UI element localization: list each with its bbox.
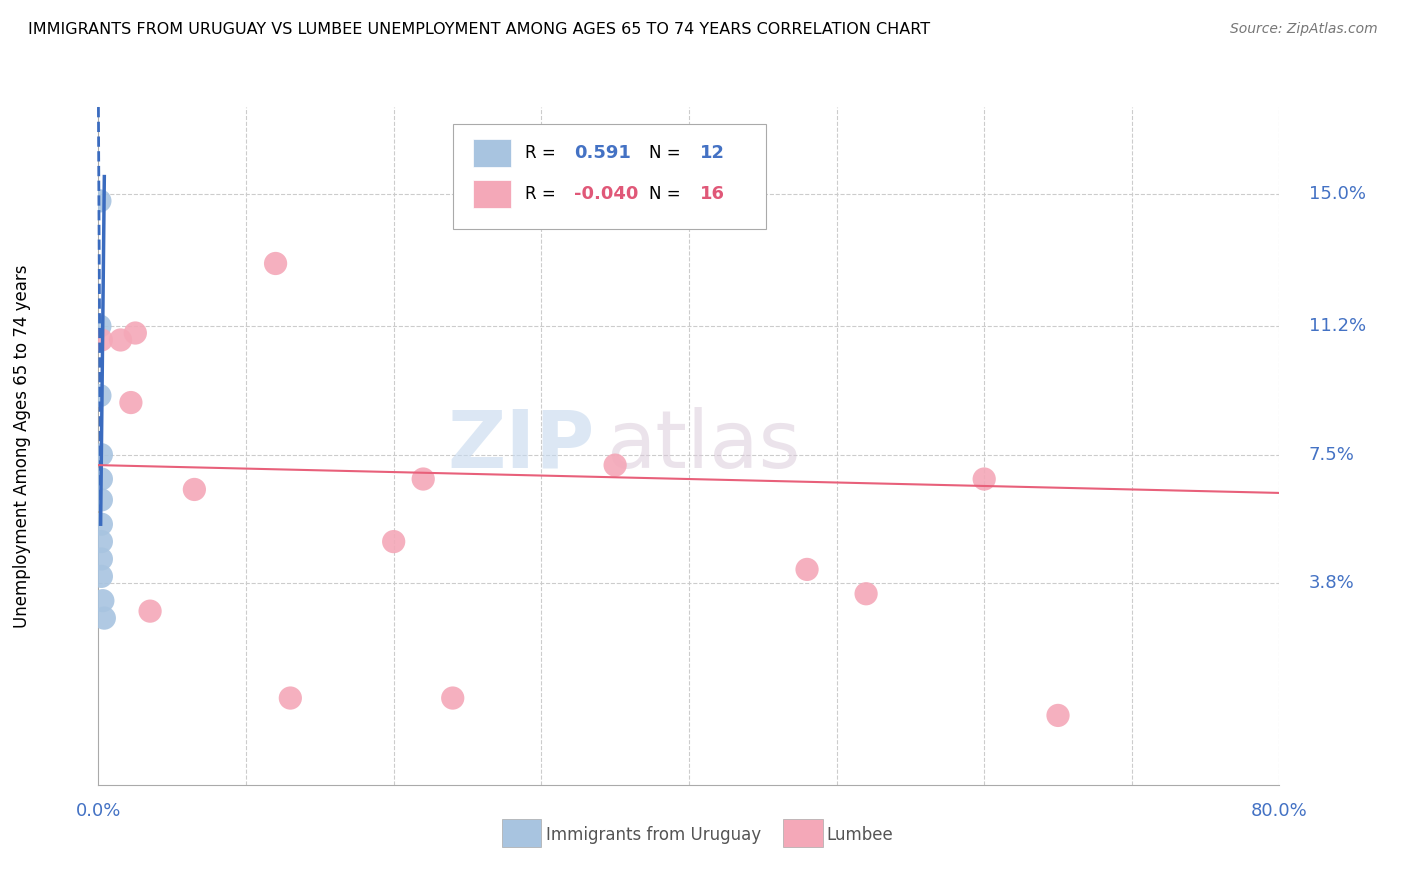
Text: ZIP: ZIP <box>447 407 595 485</box>
Text: Source: ZipAtlas.com: Source: ZipAtlas.com <box>1230 22 1378 37</box>
Point <box>90 333 112 347</box>
Text: -0.040: -0.040 <box>575 185 638 202</box>
Point <box>1046 708 1069 723</box>
Text: 0.591: 0.591 <box>575 145 631 162</box>
Text: N =: N = <box>648 145 681 162</box>
Point <box>93 611 115 625</box>
Text: IMMIGRANTS FROM URUGUAY VS LUMBEE UNEMPLOYMENT AMONG AGES 65 TO 74 YEARS CORRELA: IMMIGRANTS FROM URUGUAY VS LUMBEE UNEMPL… <box>28 22 931 37</box>
Point <box>973 472 995 486</box>
FancyBboxPatch shape <box>453 124 766 229</box>
Point <box>441 691 464 706</box>
Text: 16: 16 <box>700 185 724 202</box>
Point <box>183 483 205 497</box>
Point <box>91 593 114 607</box>
Text: 80.0%: 80.0% <box>1251 802 1308 821</box>
Text: 7.5%: 7.5% <box>1309 446 1355 464</box>
Text: 11.2%: 11.2% <box>1309 317 1367 335</box>
Bar <box>472 179 510 208</box>
Point <box>89 388 111 402</box>
Text: 3.8%: 3.8% <box>1309 574 1355 592</box>
Text: Unemployment Among Ages 65 to 74 years: Unemployment Among Ages 65 to 74 years <box>13 264 31 628</box>
Point <box>90 552 112 566</box>
Point <box>382 534 405 549</box>
Point <box>110 333 132 347</box>
Bar <box>472 139 510 168</box>
Point <box>124 326 146 340</box>
Point <box>855 587 877 601</box>
Point <box>605 458 627 472</box>
Point <box>90 517 112 532</box>
Text: 15.0%: 15.0% <box>1309 185 1367 203</box>
Text: R =: R = <box>524 185 555 202</box>
Point <box>89 319 111 334</box>
Point <box>139 604 162 618</box>
Point <box>412 472 434 486</box>
Point <box>264 256 287 270</box>
Text: atlas: atlas <box>606 407 800 485</box>
Text: Immigrants from Uruguay: Immigrants from Uruguay <box>546 826 761 844</box>
Text: 12: 12 <box>700 145 724 162</box>
Point <box>120 395 142 409</box>
Text: N =: N = <box>648 185 681 202</box>
Point <box>89 194 111 208</box>
Text: Lumbee: Lumbee <box>827 826 893 844</box>
Point <box>90 569 112 583</box>
Point <box>90 472 112 486</box>
Text: 0.0%: 0.0% <box>76 802 121 821</box>
Text: R =: R = <box>524 145 555 162</box>
Point <box>796 562 818 576</box>
Point <box>90 448 112 462</box>
Point <box>90 534 112 549</box>
Point <box>278 691 302 706</box>
Point <box>90 492 112 507</box>
